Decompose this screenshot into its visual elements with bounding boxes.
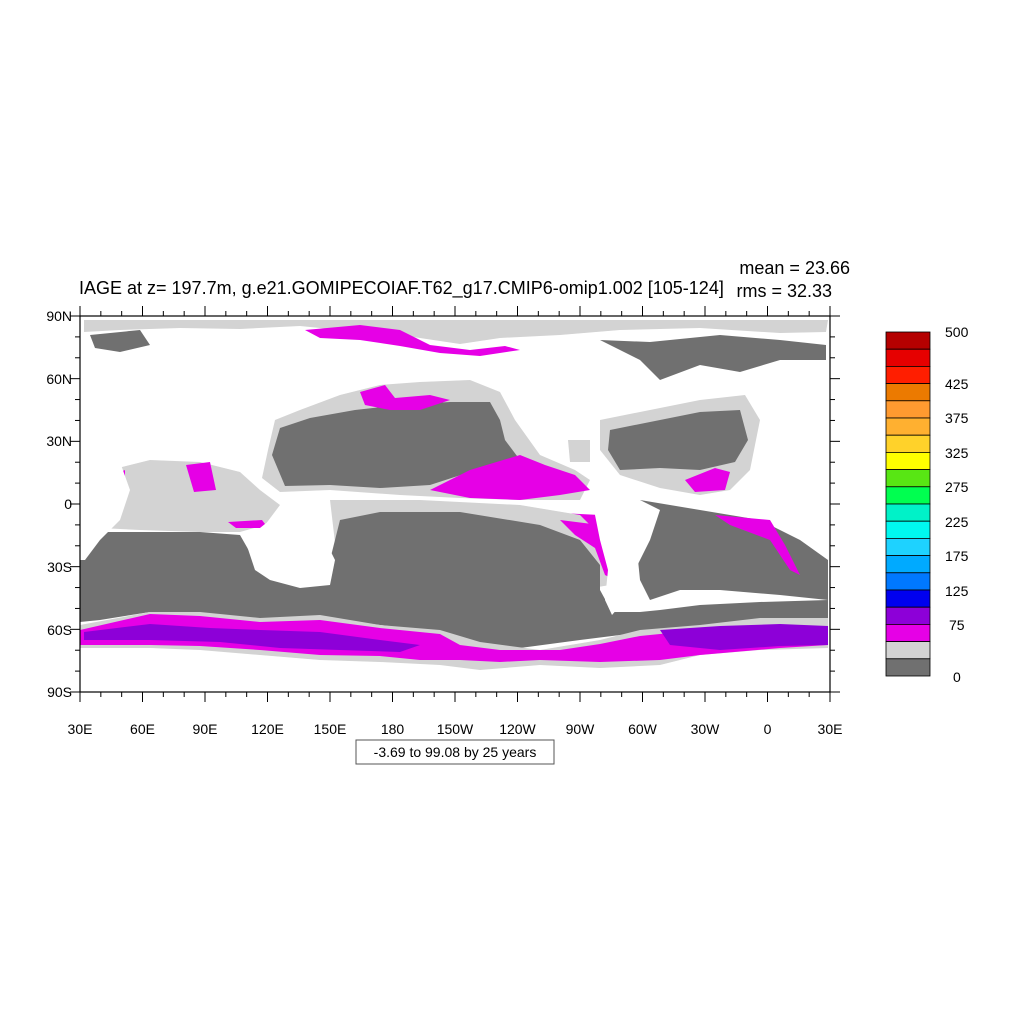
colorbar-swatch: [885, 434, 931, 453]
caption-text: -3.69 to 99.08 by 25 years: [374, 744, 537, 760]
atlantic-eq-magenta: [685, 468, 730, 492]
lat-label: 30N: [46, 433, 72, 449]
colorbar-label: 275: [945, 479, 969, 495]
southern-ocean-purple-e: [660, 624, 828, 650]
indian-magenta-c: [228, 520, 268, 528]
colorbar-swatch: [885, 641, 931, 660]
colorbar-swatch: [885, 383, 931, 402]
colorbar-label: 75: [949, 617, 965, 633]
lon-label: 30E: [68, 721, 93, 737]
southern-ocean-purple-w: [84, 624, 420, 652]
colorbar-swatch: [885, 538, 931, 557]
colorbar-swatch: [885, 365, 931, 384]
colorbar-swatch: [885, 520, 931, 539]
southern-ocean-magenta: [80, 614, 828, 662]
lon-label: 60W: [628, 721, 658, 737]
colorbar-label: 0: [953, 669, 961, 685]
bering-magenta: [360, 385, 450, 410]
colorbar-swatch: [885, 503, 931, 522]
indian-mid: [80, 460, 280, 532]
colorbar-swatch: [885, 555, 931, 574]
lon-label: 120W: [499, 721, 536, 737]
lon-label: 60E: [130, 721, 155, 737]
mean-label: mean = 23.66: [739, 258, 850, 278]
arctic-grey: [90, 330, 826, 380]
colorbar-label: 175: [945, 548, 969, 564]
colorbar-swatch: [885, 606, 931, 625]
colorbar-swatch: [885, 400, 931, 419]
south-america: [595, 490, 660, 615]
lat-label: 60S: [47, 622, 72, 638]
lon-label: 30W: [691, 721, 721, 737]
east-pacific-mid: [568, 440, 590, 462]
arctic-magenta: [305, 325, 520, 356]
lat-label: 90S: [47, 684, 72, 700]
south-grey: [80, 512, 828, 648]
north-pacific-grey: [272, 402, 540, 488]
south-atlantic-grey: [635, 500, 828, 600]
colorbar-swatch: [885, 589, 931, 608]
lon-label: 0: [764, 721, 772, 737]
colorbar-label: 125: [945, 583, 969, 599]
colorbar-swatch: [885, 486, 931, 505]
colorbar-swatch: [885, 331, 931, 350]
caption-box: [355, 739, 555, 765]
colorbar-swatch: [885, 417, 931, 436]
rms-label: rms = 32.33: [736, 281, 832, 301]
colorbar-labels: 500 425 375 325 275 225 175 125 75 0: [945, 324, 969, 685]
colorbar: [885, 331, 931, 677]
lon-labels: 30E 60E 90E 120E 150E 180 150W 120W 90W …: [68, 721, 843, 737]
colorbar-swatch: [885, 658, 931, 677]
colorbar-swatch: [885, 348, 931, 367]
lon-label: 150W: [437, 721, 474, 737]
colorbar-label: 225: [945, 514, 969, 530]
lat-label: 90N: [46, 308, 72, 324]
australia: [245, 515, 335, 588]
axis-ticks: [70, 306, 840, 702]
lat-label: 30S: [47, 559, 72, 575]
colorbar-label: 325: [945, 445, 969, 461]
plot-title: IAGE at z= 197.7m, g.e21.GOMIPECOIAF.T62…: [79, 278, 724, 299]
lon-label: 120E: [251, 721, 284, 737]
lat-labels: 90N 60N 30N 0 30S 60S 90S: [46, 308, 72, 700]
colorbar-swatch: [885, 624, 931, 643]
colorbar-swatch: [885, 469, 931, 488]
north-atlantic-grey: [608, 410, 748, 470]
map-field: [80, 316, 830, 692]
africa: [80, 460, 130, 560]
colorbar-label: 425: [945, 376, 969, 392]
indian-magenta-b: [186, 462, 216, 492]
arctic-mid-region: [84, 320, 828, 344]
lon-label: 30E: [818, 721, 843, 737]
south-atlantic-magenta: [715, 515, 800, 575]
colorbar-swatch: [885, 451, 931, 470]
lon-label: 90W: [566, 721, 596, 737]
colorbar-swatch: [885, 572, 931, 591]
eq-pacific-magenta: [430, 455, 590, 500]
colorbar-label: 375: [945, 410, 969, 426]
lon-label: 180: [381, 721, 405, 737]
colorbar-label: 500: [945, 324, 969, 340]
lon-label: 150E: [314, 721, 347, 737]
antarctica: [80, 648, 828, 692]
lon-label: 90E: [193, 721, 218, 737]
lat-label: 60N: [46, 371, 72, 387]
lat-label: 0: [64, 496, 72, 512]
